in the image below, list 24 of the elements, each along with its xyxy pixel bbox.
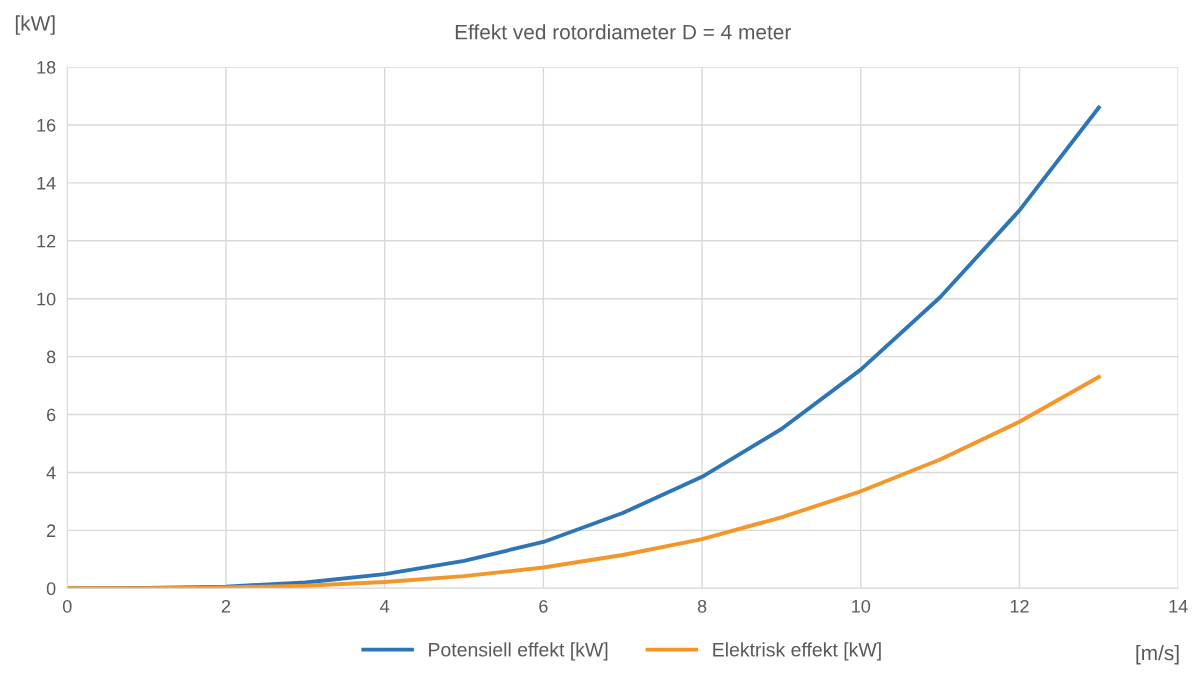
x-tick-label: 8 bbox=[697, 599, 707, 613]
y-axis-title: [kW] bbox=[15, 15, 55, 35]
x-axis-title: [m/s] bbox=[1136, 644, 1179, 665]
y-tick-label: 0 bbox=[46, 582, 56, 596]
y-tick-label: 2 bbox=[47, 524, 56, 537]
x-tick-label: 2 bbox=[221, 599, 231, 613]
x-tick-label: 14 bbox=[1169, 600, 1188, 613]
y-tick-label: 16 bbox=[37, 118, 56, 132]
legend-label: Potensiell effekt [kW] bbox=[429, 642, 608, 661]
y-tick-label: 18 bbox=[37, 60, 56, 74]
y-tick-label: 4 bbox=[46, 466, 56, 480]
x-tick-label: 12 bbox=[1010, 599, 1029, 613]
y-tick-label: 12 bbox=[37, 234, 56, 248]
y-tick-label: 14 bbox=[37, 176, 56, 190]
chart-title: Effekt ved rotordiameter D = 4 meter bbox=[455, 24, 791, 40]
x-tick-label: 6 bbox=[539, 599, 548, 613]
x-tick-label: 4 bbox=[380, 600, 390, 613]
y-tick-label: 10 bbox=[37, 292, 56, 306]
y-tick-label: 8 bbox=[46, 350, 56, 364]
y-tick-label: 6 bbox=[47, 408, 56, 422]
x-tick-label: 0 bbox=[62, 599, 72, 613]
legend-label: Elektrisk effekt [kW] bbox=[713, 642, 881, 661]
line-series bbox=[67, 374, 1101, 589]
x-tick-label: 10 bbox=[852, 599, 871, 613]
